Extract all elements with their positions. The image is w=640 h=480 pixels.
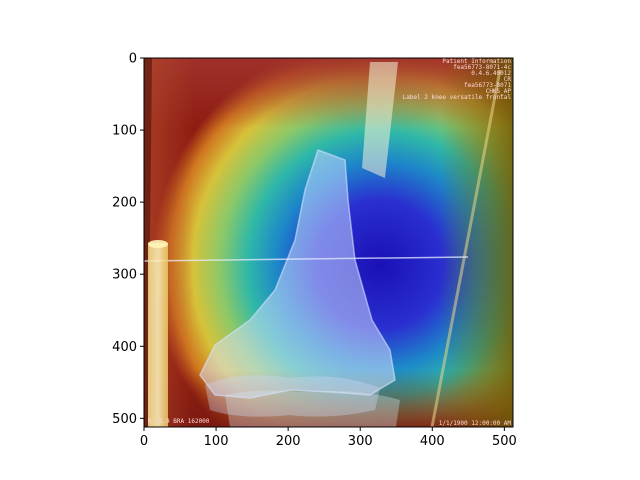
y-tick-label: 0: [129, 52, 137, 67]
annotation-line-2: fea56773-8071-4c: [453, 64, 511, 71]
y-axis-ticks: 0 100 200 300 400 500: [112, 52, 144, 427]
x-tick-label: 300: [348, 434, 373, 449]
annotation-line-3: 0.4.6.40012: [471, 70, 511, 77]
x-tick-label: 500: [492, 434, 517, 449]
axes-frame: [143, 57, 514, 428]
x-tick-label: 200: [276, 434, 301, 449]
left-rod: [148, 243, 168, 427]
femur-bone: [199, 149, 396, 399]
annotation-line-6: CHKS_AP: [486, 88, 512, 95]
image-annotation-top-right: Patient Information fea56773-8071-4c 0.4…: [403, 58, 512, 101]
xray-film-left-edge: [144, 58, 152, 427]
left-rod-cap: [148, 240, 168, 248]
xray-right-cassette-line: [430, 69, 502, 427]
annotation-line-5: fea56773-8071: [464, 82, 511, 89]
knee-condyle: [205, 375, 380, 417]
x-tick-label: 100: [204, 434, 229, 449]
heatmap-image: Patient Information fea56773-8071-4c 0.4…: [144, 58, 513, 427]
calibration-line: [144, 256, 469, 262]
y-tick-label: 100: [112, 124, 137, 139]
x-axis-ticks: 0 100 200 300 400 500: [140, 427, 517, 449]
y-tick-label: 200: [112, 196, 137, 211]
annotation-line-7: Label 2 knee versatile frontal: [403, 94, 512, 101]
heat-right-band: [440, 58, 513, 427]
annotation-line-1: Patient Information: [442, 58, 511, 65]
x-tick-label: 0: [140, 434, 148, 449]
annotation-line-4: CR: [504, 76, 512, 83]
annotation-bottom-left: R: 0.9 BRA 162000: [148, 418, 210, 425]
annotation-bottom-right: 1/1/1900 12:00:00 AM: [439, 420, 512, 427]
y-tick-label: 500: [112, 412, 137, 427]
x-tick-label: 400: [420, 434, 445, 449]
y-tick-label: 400: [112, 340, 137, 355]
tibia-top: [225, 390, 400, 427]
upper-bone-fragment: [362, 62, 398, 178]
y-tick-label: 300: [112, 268, 137, 283]
